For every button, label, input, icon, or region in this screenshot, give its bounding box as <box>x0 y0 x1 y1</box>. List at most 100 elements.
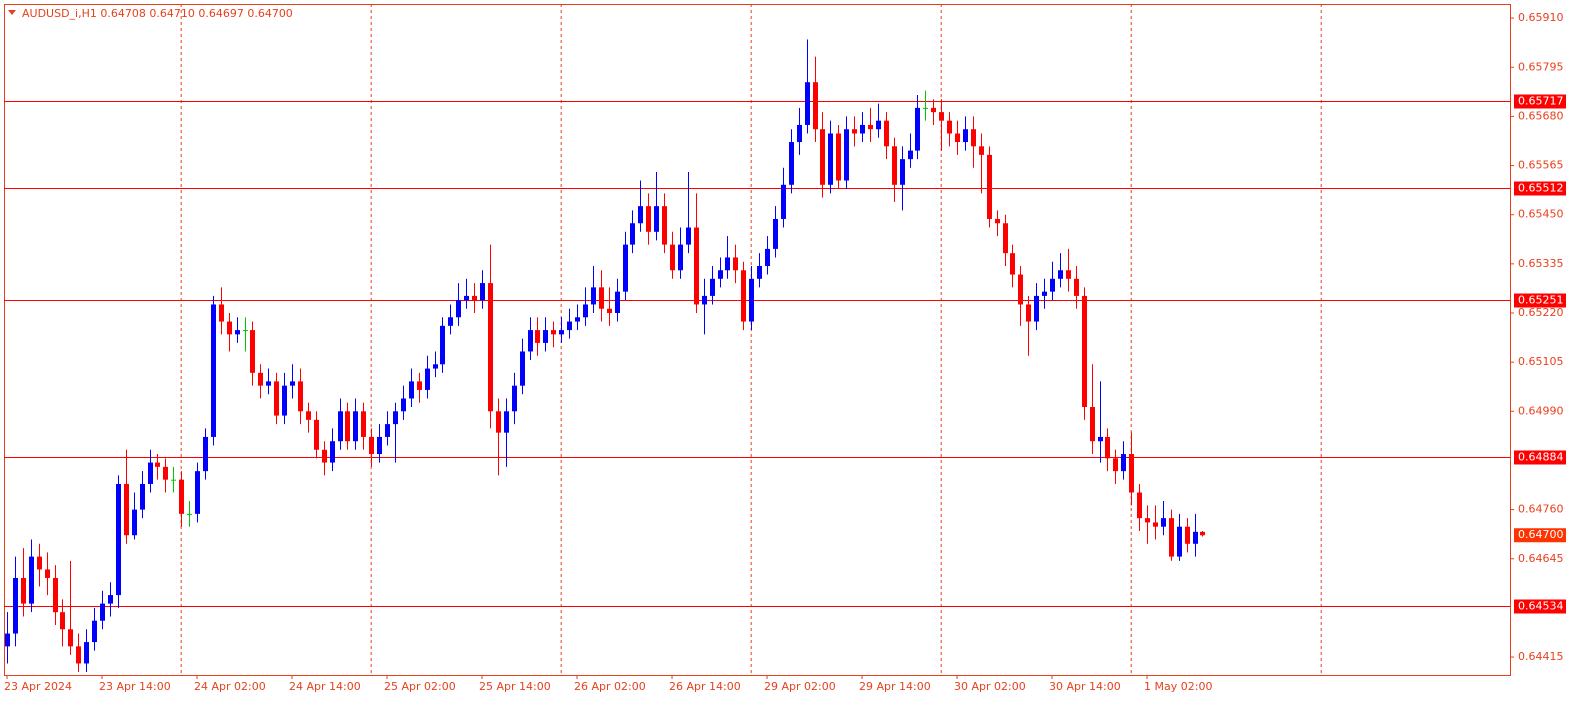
y-tick-label: 0.65220 <box>1518 306 1564 319</box>
candle-body <box>148 462 153 484</box>
candle-body <box>528 330 533 352</box>
candle-body <box>654 206 659 232</box>
candle-body <box>915 107 920 151</box>
candle-body <box>1003 223 1008 254</box>
candle-body <box>630 223 635 245</box>
y-tick-label: 0.64415 <box>1518 650 1564 663</box>
level-label-box <box>1514 181 1566 196</box>
candle-body <box>425 368 430 390</box>
candle-body <box>646 206 651 232</box>
level-label-box <box>1514 599 1566 614</box>
candle-body <box>417 381 422 390</box>
candle-body <box>813 82 818 130</box>
candle-body <box>53 577 58 613</box>
candle-body <box>282 385 287 416</box>
candle-body <box>908 150 913 160</box>
candle-body <box>694 227 699 305</box>
level-label-box <box>1514 94 1566 109</box>
candle-body <box>868 124 873 130</box>
candle-body <box>583 304 588 318</box>
candle-body <box>1145 518 1150 523</box>
candle-body <box>939 112 944 121</box>
candle-body <box>900 159 905 185</box>
candle-body <box>1090 407 1095 442</box>
candle-body <box>314 419 319 450</box>
candle-body <box>132 509 137 536</box>
y-tick-label: 0.64760 <box>1518 503 1564 516</box>
candle-body <box>306 411 311 420</box>
candle-body <box>440 325 445 365</box>
candle-body <box>472 295 477 301</box>
candle-body <box>551 330 556 335</box>
candle-body <box>369 436 374 455</box>
candle-body <box>401 398 406 412</box>
x-tick-label: 30 Apr 14:00 <box>1049 680 1121 693</box>
level-label: 0.64534 <box>1518 600 1564 613</box>
plot-frame <box>4 4 1511 676</box>
candle-body <box>638 206 643 224</box>
candle-body <box>433 364 438 369</box>
candle-body <box>987 154 992 219</box>
candle-body <box>805 82 810 125</box>
candle-body <box>963 129 968 143</box>
y-tick-label: 0.65450 <box>1518 208 1564 221</box>
candle-body <box>789 142 794 185</box>
candle-body <box>512 385 517 412</box>
x-tick-label: 25 Apr 14:00 <box>479 680 551 693</box>
candle-body <box>108 595 113 604</box>
candle-body <box>179 479 184 514</box>
x-tick-label: 25 Apr 02:00 <box>384 680 456 693</box>
level-label: 0.65512 <box>1518 182 1564 195</box>
candle-body <box>219 304 224 322</box>
candle-body <box>670 244 675 271</box>
candle-body <box>702 295 707 305</box>
candle-body <box>1200 531 1205 536</box>
candle-body <box>607 308 612 314</box>
candle-body <box>456 300 461 318</box>
level-label: 0.64884 <box>1518 451 1564 464</box>
candle-body <box>1185 526 1190 544</box>
candle-body <box>330 441 335 463</box>
candle-body <box>1177 526 1182 557</box>
candle-body <box>757 265 762 279</box>
menu-arrow <box>8 10 16 15</box>
candle-body <box>1018 274 1023 305</box>
x-tick-label: 29 Apr 02:00 <box>764 680 836 693</box>
candle-body <box>773 218 778 249</box>
x-tick-label: 1 May 02:00 <box>1144 680 1212 693</box>
candle-body <box>955 133 960 143</box>
candle-body <box>718 270 723 279</box>
candle-body <box>923 107 928 109</box>
candle-body <box>84 642 89 664</box>
candle-body <box>274 381 279 416</box>
candle-body <box>338 411 343 442</box>
candle-body <box>836 133 841 181</box>
candle-body <box>100 603 105 621</box>
y-tick-label: 0.65910 <box>1518 11 1564 24</box>
candle-body <box>155 462 160 467</box>
x-tick-label: 24 Apr 02:00 <box>194 680 266 693</box>
x-tick-label: 29 Apr 14:00 <box>859 680 931 693</box>
candle-body <box>781 184 786 219</box>
candle-body <box>504 411 509 433</box>
candle-body <box>243 330 248 332</box>
candle-body <box>377 436 382 455</box>
y-tick-label: 0.65335 <box>1518 257 1564 270</box>
y-tick-label: 0.64990 <box>1518 404 1564 417</box>
candle-body <box>971 129 976 147</box>
candle-body <box>947 120 952 134</box>
candle-body <box>844 129 849 181</box>
candle-body <box>76 646 81 664</box>
candle-body <box>765 248 770 266</box>
x-tick-label: 26 Apr 02:00 <box>574 680 646 693</box>
candle-body <box>828 133 833 185</box>
candle-body <box>45 569 50 578</box>
candle-body <box>876 120 881 130</box>
y-tick-label: 0.65795 <box>1518 60 1564 73</box>
candle-body <box>1161 518 1166 527</box>
candle-body <box>733 257 738 271</box>
candle-body <box>1074 278 1079 296</box>
candle-body <box>575 317 580 322</box>
candle-body <box>250 330 255 373</box>
level-label-box <box>1514 293 1566 308</box>
